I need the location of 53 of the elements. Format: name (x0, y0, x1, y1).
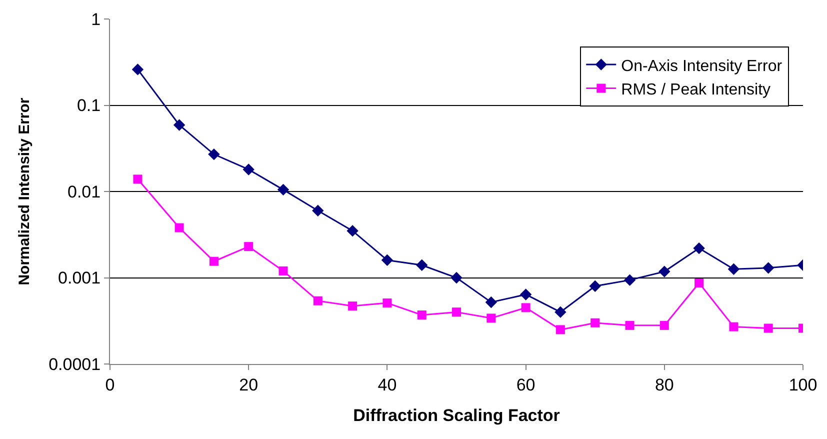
y-tick-label: 0.001 (58, 268, 101, 288)
y-tick-label: 1 (91, 10, 101, 29)
point (244, 242, 254, 252)
point (486, 314, 496, 323)
y-tick-label: 0.01 (68, 182, 101, 202)
x-tick-label: 40 (378, 375, 397, 394)
y-tick-label: 0.0001 (48, 354, 101, 374)
point (762, 262, 774, 274)
legend-label: RMS / Peak Intensity (621, 82, 771, 99)
point (132, 64, 144, 76)
point (381, 254, 394, 266)
point (417, 310, 426, 320)
point (173, 119, 186, 131)
point (694, 278, 704, 288)
x-axis-title: Diffraction Scaling Factor (353, 406, 560, 425)
point (521, 303, 530, 312)
point (209, 256, 218, 266)
point (660, 320, 669, 330)
point (450, 272, 462, 284)
x-tick-label: 60 (516, 375, 536, 394)
point (208, 148, 220, 160)
point (174, 223, 184, 232)
point (556, 325, 565, 334)
point (589, 280, 601, 292)
x-tick-label: 100 (788, 375, 818, 394)
point (242, 164, 254, 176)
point (729, 322, 738, 332)
x-tick-label: 20 (239, 375, 258, 394)
point (346, 224, 358, 237)
point (382, 298, 392, 308)
point (590, 318, 600, 328)
point (348, 302, 358, 311)
point (554, 306, 566, 318)
point (693, 242, 705, 254)
point (728, 263, 740, 275)
point (658, 266, 670, 278)
point (277, 184, 290, 196)
point (625, 320, 634, 330)
point (764, 324, 773, 333)
point (624, 274, 636, 286)
point (278, 266, 288, 276)
legend-label: On-Axis Intensity Error (621, 58, 783, 75)
point (312, 204, 324, 216)
point (416, 259, 428, 271)
point (485, 296, 497, 308)
point (313, 296, 322, 306)
y-axis-title: Normalized Intensity Error (16, 98, 33, 286)
x-tick-label: 80 (654, 375, 674, 394)
y-tick-label: 0.1 (76, 96, 101, 116)
point (452, 308, 461, 317)
x-tick-label: 0 (105, 375, 115, 394)
point (133, 174, 142, 184)
point (520, 288, 532, 300)
